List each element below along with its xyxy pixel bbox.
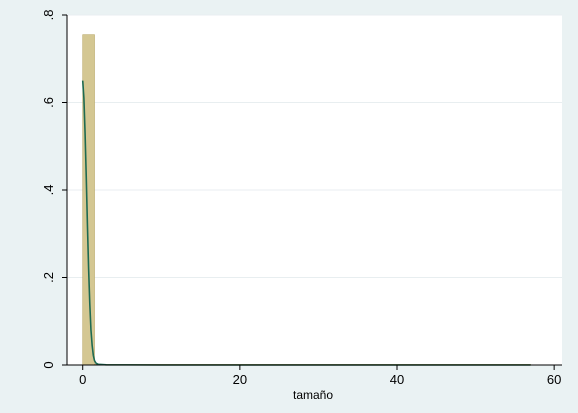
x-tick-label: 20 bbox=[233, 372, 247, 387]
grid bbox=[67, 14, 562, 278]
y-tick-label: .6 bbox=[41, 97, 56, 108]
y-tick-label: .2 bbox=[41, 272, 56, 283]
x-tick-label: 60 bbox=[547, 372, 561, 387]
x-tick-label: 0 bbox=[79, 372, 86, 387]
y-tick-label: .4 bbox=[41, 185, 56, 196]
y-ticks: 0 .2 .4 .6 .8 bbox=[41, 10, 67, 369]
x-tick-label: 40 bbox=[390, 372, 404, 387]
x-axis-title: tamaño bbox=[293, 388, 333, 402]
x-ticks: 0 20 40 60 bbox=[79, 365, 561, 387]
y-tick-label: 0 bbox=[41, 361, 56, 368]
y-tick-label: .8 bbox=[41, 10, 56, 21]
histogram-bar bbox=[82, 34, 95, 366]
